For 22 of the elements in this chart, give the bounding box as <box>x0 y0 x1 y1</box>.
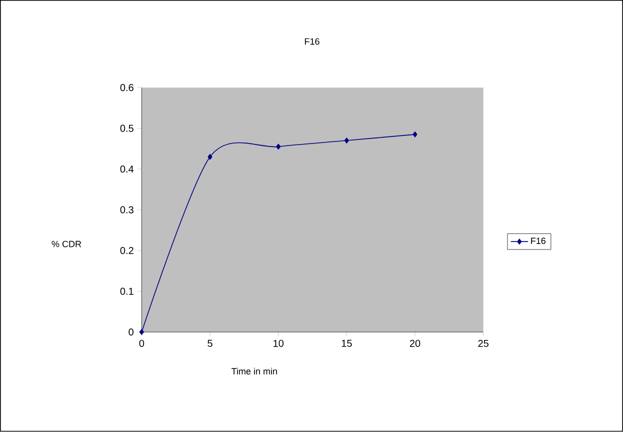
x-tick-label: 15 <box>342 340 352 348</box>
x-tick-label: 20 <box>410 340 420 348</box>
y-tick-label: 0.3 <box>120 206 134 214</box>
y-axis-title: % CDR <box>52 241 82 248</box>
legend-label: F16 <box>531 238 546 244</box>
y-tick-label: 0.5 <box>120 124 134 132</box>
y-tick-label: 0.4 <box>120 166 134 173</box>
x-tick-label: 0 <box>139 340 144 348</box>
chart-title: F16 <box>304 38 320 45</box>
point <box>344 138 349 144</box>
point <box>139 329 144 336</box>
y-tick-label: 0 <box>128 328 134 336</box>
point <box>276 144 281 150</box>
y-tick-label: 0.6 <box>120 84 134 92</box>
point <box>208 154 212 160</box>
x-axis-title: Time in min <box>231 368 277 375</box>
x-tick-label: 10 <box>274 340 284 348</box>
x-tick-label: 5 <box>208 340 212 348</box>
point <box>412 132 418 138</box>
y-tick-label: 0.2 <box>120 247 134 254</box>
x-tick-label: 25 <box>478 340 488 348</box>
y-tick-label: 0.1 <box>120 288 134 296</box>
